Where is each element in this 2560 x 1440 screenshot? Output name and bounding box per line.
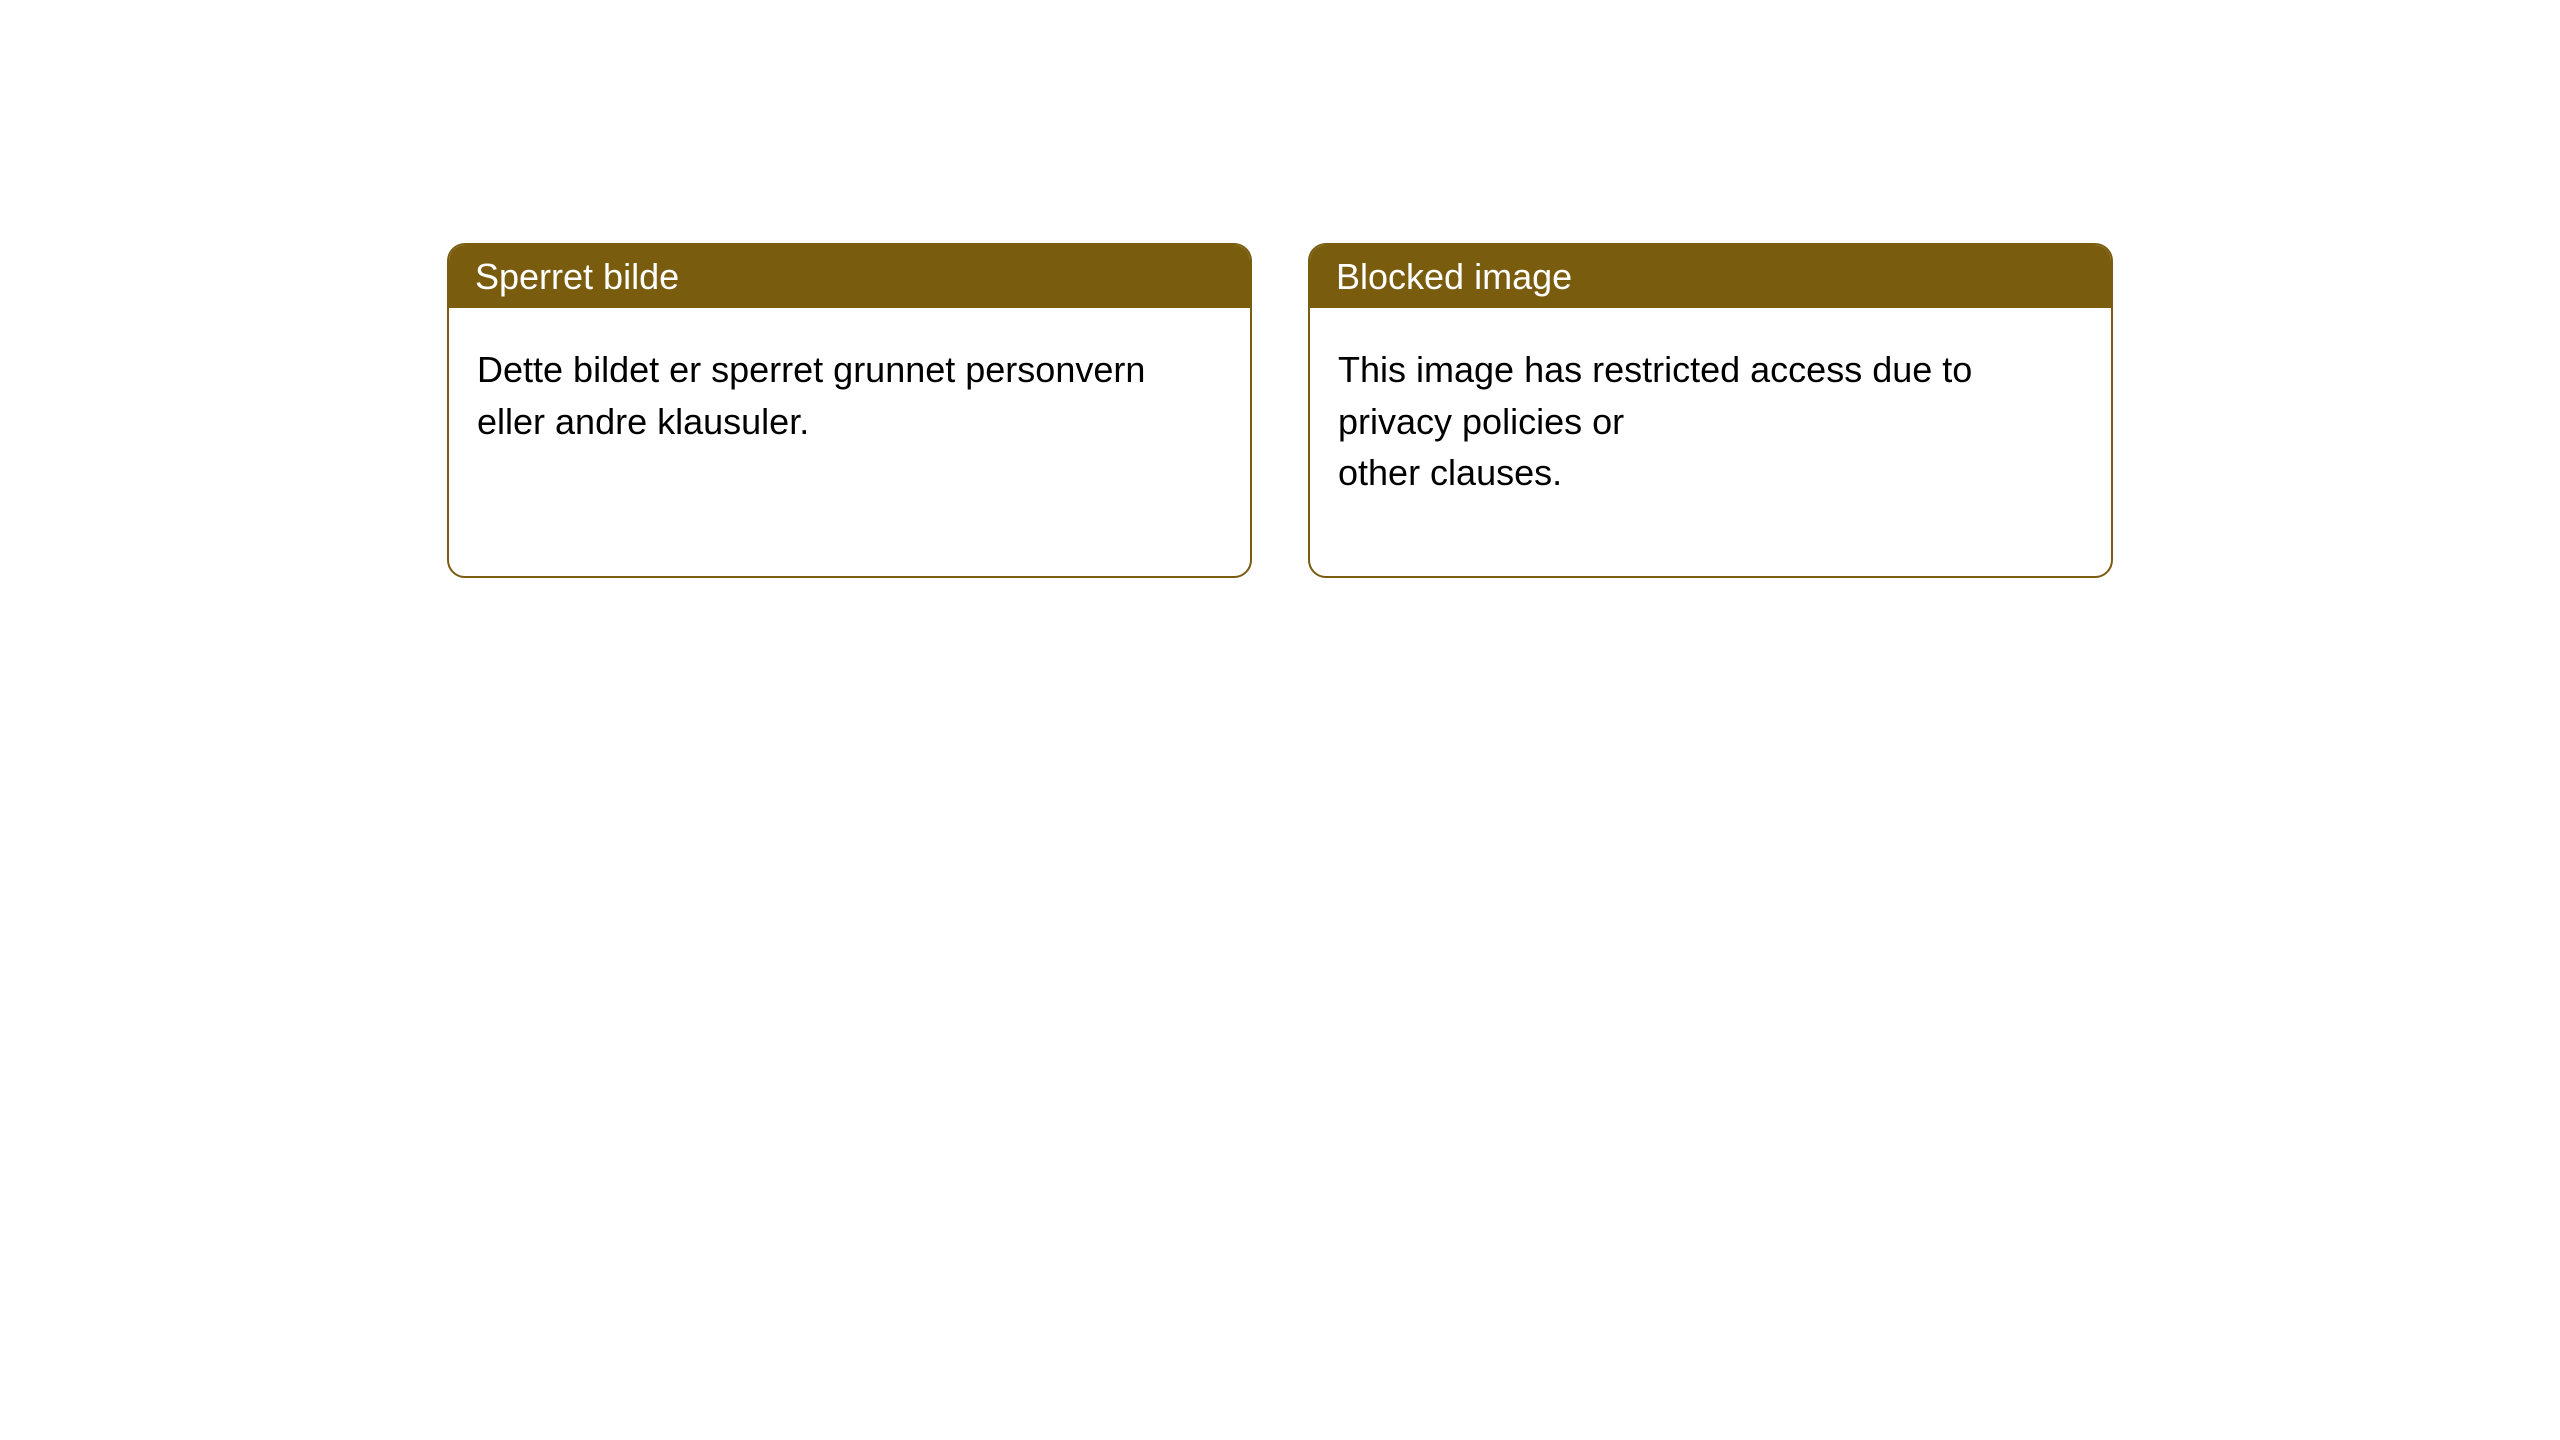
blocked-notice-message-no: Dette bildet er sperret grunnet personve…	[477, 344, 1157, 447]
blocked-notice-message-en: This image has restricted access due to …	[1338, 344, 2018, 498]
blocked-notice-body-en: This image has restricted access due to …	[1310, 308, 2111, 576]
blocked-notice-card-en: Blocked image This image has restricted …	[1308, 243, 2113, 578]
blocked-notice-title-no: Sperret bilde	[449, 245, 1250, 308]
blocked-notice-card-no: Sperret bilde Dette bildet er sperret gr…	[447, 243, 1252, 578]
blocked-notice-body-no: Dette bildet er sperret grunnet personve…	[449, 308, 1250, 576]
blocked-notice-title-en: Blocked image	[1310, 245, 2111, 308]
